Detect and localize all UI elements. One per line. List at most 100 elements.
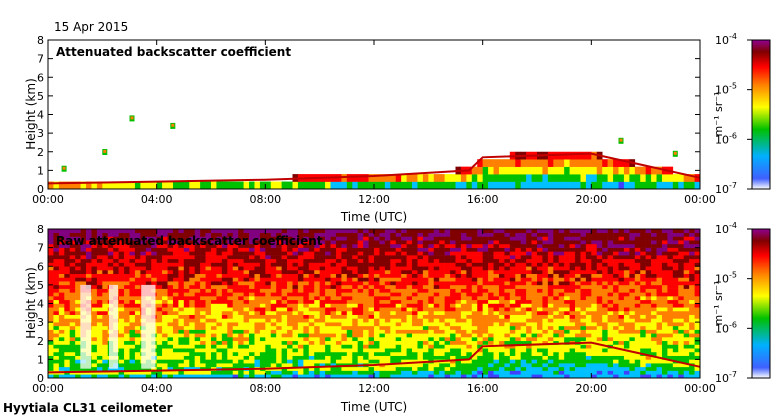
heatmap-cell — [395, 333, 402, 338]
heatmap-cell — [439, 296, 445, 301]
heatmap-cell — [488, 314, 494, 319]
heatmap-cell — [183, 262, 190, 267]
heatmap-cell — [471, 374, 478, 379]
heatmap-cell — [477, 355, 483, 360]
heatmap-cell — [64, 262, 71, 267]
heatmap-cell — [645, 240, 652, 245]
heatmap-cell — [477, 363, 483, 368]
heatmap-cell — [580, 363, 587, 368]
heatmap-cell — [450, 337, 456, 342]
heatmap-cell — [602, 243, 608, 248]
heatmap-cell — [341, 251, 348, 256]
heatmap-cell — [460, 344, 467, 349]
heatmap-cell — [422, 181, 429, 190]
heatmap-cell — [651, 355, 657, 360]
heatmap-cell — [634, 273, 641, 278]
heatmap-cell — [75, 251, 81, 256]
heatmap-cell — [471, 240, 478, 245]
heatmap-cell — [363, 310, 369, 315]
heatmap-cell — [482, 363, 489, 368]
heatmap-cell — [221, 325, 228, 330]
heatmap-cell — [308, 340, 315, 345]
heatmap-cell — [297, 284, 304, 289]
heatmap-cell — [270, 229, 277, 234]
cloud-patches-1 — [61, 115, 678, 172]
heatmap-cell — [183, 307, 190, 312]
heatmap-cell — [379, 310, 386, 315]
heatmap-cell — [558, 247, 565, 252]
heatmap-cell — [86, 229, 92, 234]
heatmap-cell — [477, 322, 483, 327]
heatmap-cell — [368, 296, 375, 301]
heatmap-cell — [178, 374, 185, 379]
heatmap-cell — [667, 273, 674, 278]
heatmap-cell — [450, 348, 456, 353]
heatmap-cell — [498, 307, 505, 312]
heatmap-cell — [455, 307, 462, 312]
heatmap-cell — [48, 307, 54, 312]
heatmap-cell — [335, 258, 342, 263]
heatmap-cell — [444, 266, 451, 271]
heatmap-cell — [417, 236, 424, 241]
heatmap-cell — [569, 181, 576, 190]
heatmap-cell — [319, 370, 326, 375]
heatmap-cell — [265, 251, 272, 256]
heatmap-cell — [259, 344, 266, 349]
heatmap-cell — [107, 251, 114, 256]
heatmap-cell — [450, 251, 456, 256]
heatmap-cell — [498, 273, 505, 278]
heatmap-cell — [232, 296, 239, 301]
heatmap-cell — [640, 166, 646, 175]
heatmap-cell — [75, 325, 81, 330]
heatmap-cell — [422, 314, 429, 319]
heatmap-cell — [172, 181, 179, 190]
heatmap-cell — [221, 322, 228, 327]
heatmap-cell — [466, 273, 473, 278]
heatmap-cell — [455, 174, 462, 182]
heatmap-cell — [211, 266, 217, 271]
heatmap-cell — [450, 359, 456, 364]
heatmap-cell — [428, 363, 435, 368]
heatmap-cell — [129, 333, 136, 338]
heatmap-cell — [504, 299, 511, 304]
heatmap-cell — [341, 307, 348, 312]
heatmap-cell — [75, 307, 81, 312]
heatmap-cell — [156, 288, 163, 293]
heatmap-cell — [460, 318, 467, 323]
heatmap-cell — [515, 348, 521, 353]
heatmap-cell — [384, 329, 391, 334]
heatmap-cell — [276, 363, 282, 368]
heatmap-cell — [591, 363, 598, 368]
heatmap-cell — [292, 229, 299, 234]
heatmap-cell — [287, 310, 293, 315]
heatmap-cell — [374, 325, 380, 330]
heatmap-cell — [80, 243, 87, 248]
heatmap-cell — [102, 236, 109, 241]
heatmap-cell — [243, 374, 250, 379]
heatmap-cell — [613, 370, 619, 375]
heatmap-cell — [569, 303, 576, 308]
heatmap-cell — [618, 247, 625, 252]
heatmap-cell — [553, 181, 560, 190]
heatmap-cell — [460, 284, 467, 289]
heatmap-cell — [189, 333, 195, 338]
heatmap-cell — [591, 355, 598, 360]
heatmap-cell — [444, 273, 451, 278]
heatmap-cell — [249, 296, 255, 301]
heatmap-cell — [162, 236, 168, 241]
heatmap-cell — [341, 258, 348, 263]
heatmap-cell — [460, 314, 467, 319]
heatmap-cell — [151, 258, 157, 263]
heatmap-cell — [232, 273, 239, 278]
heatmap-cell — [591, 281, 598, 286]
heatmap-cell — [211, 299, 217, 304]
heatmap-cell — [531, 318, 538, 323]
heatmap-cell — [422, 296, 429, 301]
heatmap-cell — [547, 181, 554, 190]
heatmap-cell — [292, 325, 299, 330]
heatmap-cell — [178, 229, 185, 234]
heatmap-cell — [439, 307, 445, 312]
heatmap-cell — [537, 333, 543, 338]
heatmap-cell — [450, 232, 456, 237]
heatmap-cell — [607, 299, 614, 304]
